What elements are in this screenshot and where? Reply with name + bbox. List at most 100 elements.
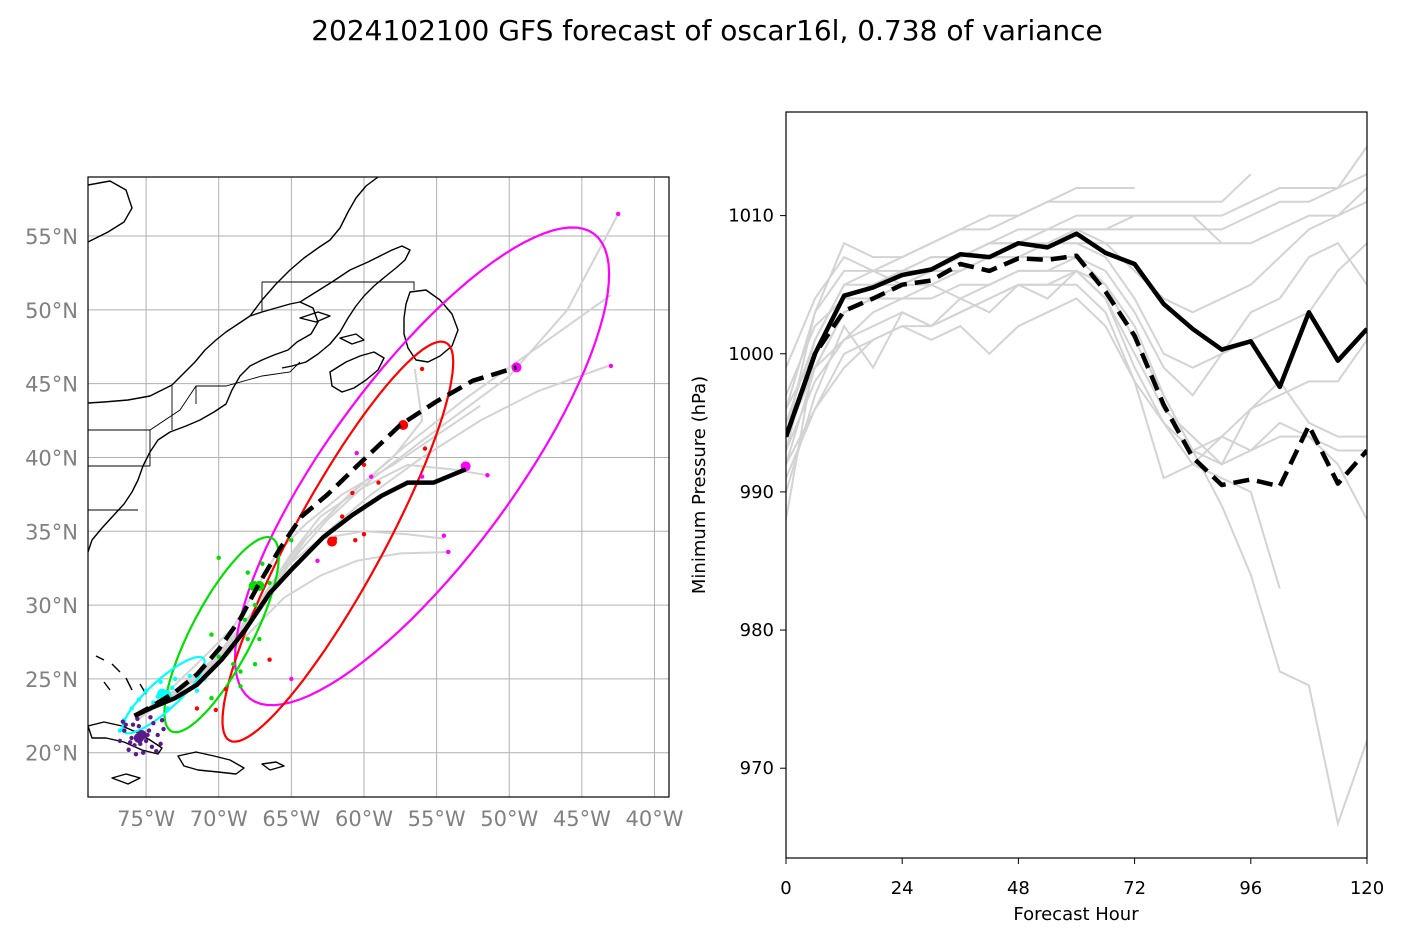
map-lon-tick-label: 55°W <box>408 807 466 831</box>
uncertainty-ellipse-1 <box>221 340 455 743</box>
pressure-frame <box>785 111 1368 859</box>
member-position-dot <box>238 684 243 689</box>
member-position-dot <box>117 728 123 733</box>
member-position-dot <box>354 450 359 456</box>
map-frame <box>87 176 670 798</box>
map-lat-tick-label: 50°N <box>25 299 78 323</box>
pressure-y-tick-label: 990 <box>740 482 774 503</box>
state-borders <box>88 281 415 511</box>
member-position-dot <box>155 732 160 738</box>
member-position-dot <box>194 706 200 711</box>
map-lat-tick-label: 30°N <box>25 594 78 618</box>
deterministic-position-dot-4 <box>133 732 144 743</box>
pressure-y-tick-label: 1000 <box>728 344 774 365</box>
border-us-canada <box>88 361 301 431</box>
member-position-dot <box>187 673 192 679</box>
coastline-maritimes <box>281 245 411 369</box>
coastline-hispaniola <box>177 751 245 775</box>
map-lon-tick-label: 50°W <box>480 807 538 831</box>
member-position-dot <box>242 617 248 623</box>
member-position-dot <box>289 537 294 543</box>
map-lon-tick-label: 75°W <box>117 807 175 831</box>
member-position-dot <box>213 707 219 713</box>
deterministic-position-dot-1 <box>327 536 338 547</box>
member-position-dot <box>267 657 272 662</box>
member-position-dot <box>361 462 367 468</box>
figure-title: 2024102100 GFS forecast of oscar16l, 0.7… <box>311 14 1103 47</box>
member-position-dot <box>165 706 171 711</box>
member-position-dot <box>245 570 250 575</box>
member-position-dot <box>615 211 621 217</box>
map-lon-tick-label: 45°W <box>553 807 611 831</box>
uncertainty-ellipse-2 <box>163 535 280 734</box>
member-position-dot <box>136 697 142 702</box>
member-position-dot <box>608 363 614 369</box>
pressure-member-line-11 <box>786 269 1281 589</box>
map-lon-tick-label: 40°W <box>625 807 683 831</box>
pressure-x-tick-label: 24 <box>891 878 914 899</box>
coastline-cuba <box>88 721 163 755</box>
border-canada-provinces <box>261 281 415 312</box>
member-position-dot <box>149 744 155 750</box>
map-gridlines <box>88 177 669 797</box>
member-position-dot <box>148 715 153 720</box>
pressure-mean-line-dashed <box>786 253 1367 489</box>
member-position-dot <box>158 741 163 747</box>
member-position-dot <box>172 676 178 682</box>
latitude-tick-labels: 20°N 25°N 30°N 35°N 40°N 45°N 50°N 55°N <box>25 225 78 766</box>
member-position-dot <box>257 636 262 642</box>
map-lat-tick-label: 40°N <box>25 446 78 470</box>
member-position-dot <box>143 688 149 693</box>
member-position-dot <box>376 480 381 485</box>
pressure-mean-line-solid <box>786 231 1367 438</box>
member-position-dot <box>350 490 355 496</box>
member-position-dot <box>127 740 133 745</box>
member-position-dot <box>260 561 265 566</box>
member-position-dot <box>216 555 221 561</box>
member-position-dot <box>120 719 126 724</box>
map-lat-tick-label: 20°N <box>25 742 78 766</box>
pressure-y-axis-label: Minimum Pressure (hPa) <box>689 376 710 594</box>
member-position-dot <box>289 676 294 682</box>
member-position-dot <box>170 685 175 690</box>
member-position-dot <box>223 687 229 692</box>
member-position-dot <box>122 728 127 733</box>
mean-tracks <box>133 365 518 718</box>
pressure-x-axis-label: Forecast Hour <box>1013 904 1139 925</box>
coastline-puerto-rico <box>261 761 285 771</box>
border-us-states <box>88 386 197 511</box>
member-position-dot <box>339 514 345 519</box>
map-lon-tick-label: 60°W <box>335 807 393 831</box>
member-position-dot <box>161 726 166 732</box>
member-position-dot <box>129 706 134 711</box>
coastline-hudson-strait <box>88 180 133 243</box>
member-position-dot <box>209 695 214 701</box>
map-lat-tick-label: 25°N <box>25 668 78 692</box>
pressure-x-tick-label: 0 <box>780 878 791 899</box>
member-position-dot <box>123 722 128 727</box>
pressure-y-tick-label: 1010 <box>728 206 774 227</box>
member-position-dot <box>151 700 156 705</box>
member-position-dot <box>126 747 131 752</box>
pressure-y-tick-label: 980 <box>740 620 774 641</box>
member-position-dot <box>130 722 136 727</box>
member-position-dot <box>216 654 221 659</box>
longitude-tick-labels: 75°W 70°W 65°W 60°W 55°W 50°W 45°W 40°W <box>117 807 684 831</box>
member-position-dot <box>154 749 159 754</box>
track-map-panel: 75°W 70°W 65°W 60°W 55°W 50°W 45°W 40°W 20°N 25°… <box>25 176 684 831</box>
map-mean-track-solid <box>133 467 467 718</box>
pressure-panel: 0 24 48 72 96 120 970 980 990 1000 1010 Forecast … <box>689 111 1384 925</box>
member-position-dot <box>238 669 243 674</box>
member-position-dot <box>136 723 142 729</box>
member-position-dot <box>419 474 425 479</box>
member-position-dot <box>194 688 200 693</box>
member-position-dot <box>117 738 123 744</box>
pressure-x-tick-label: 48 <box>1007 878 1030 899</box>
pressure-mean-lines <box>786 231 1367 489</box>
member-position-dot <box>441 533 447 538</box>
map-mean-track-dashed <box>133 365 518 718</box>
map-lon-tick-label: 65°W <box>262 807 320 831</box>
pressure-member-line-1 <box>786 173 1252 368</box>
member-position-dot <box>245 636 250 642</box>
